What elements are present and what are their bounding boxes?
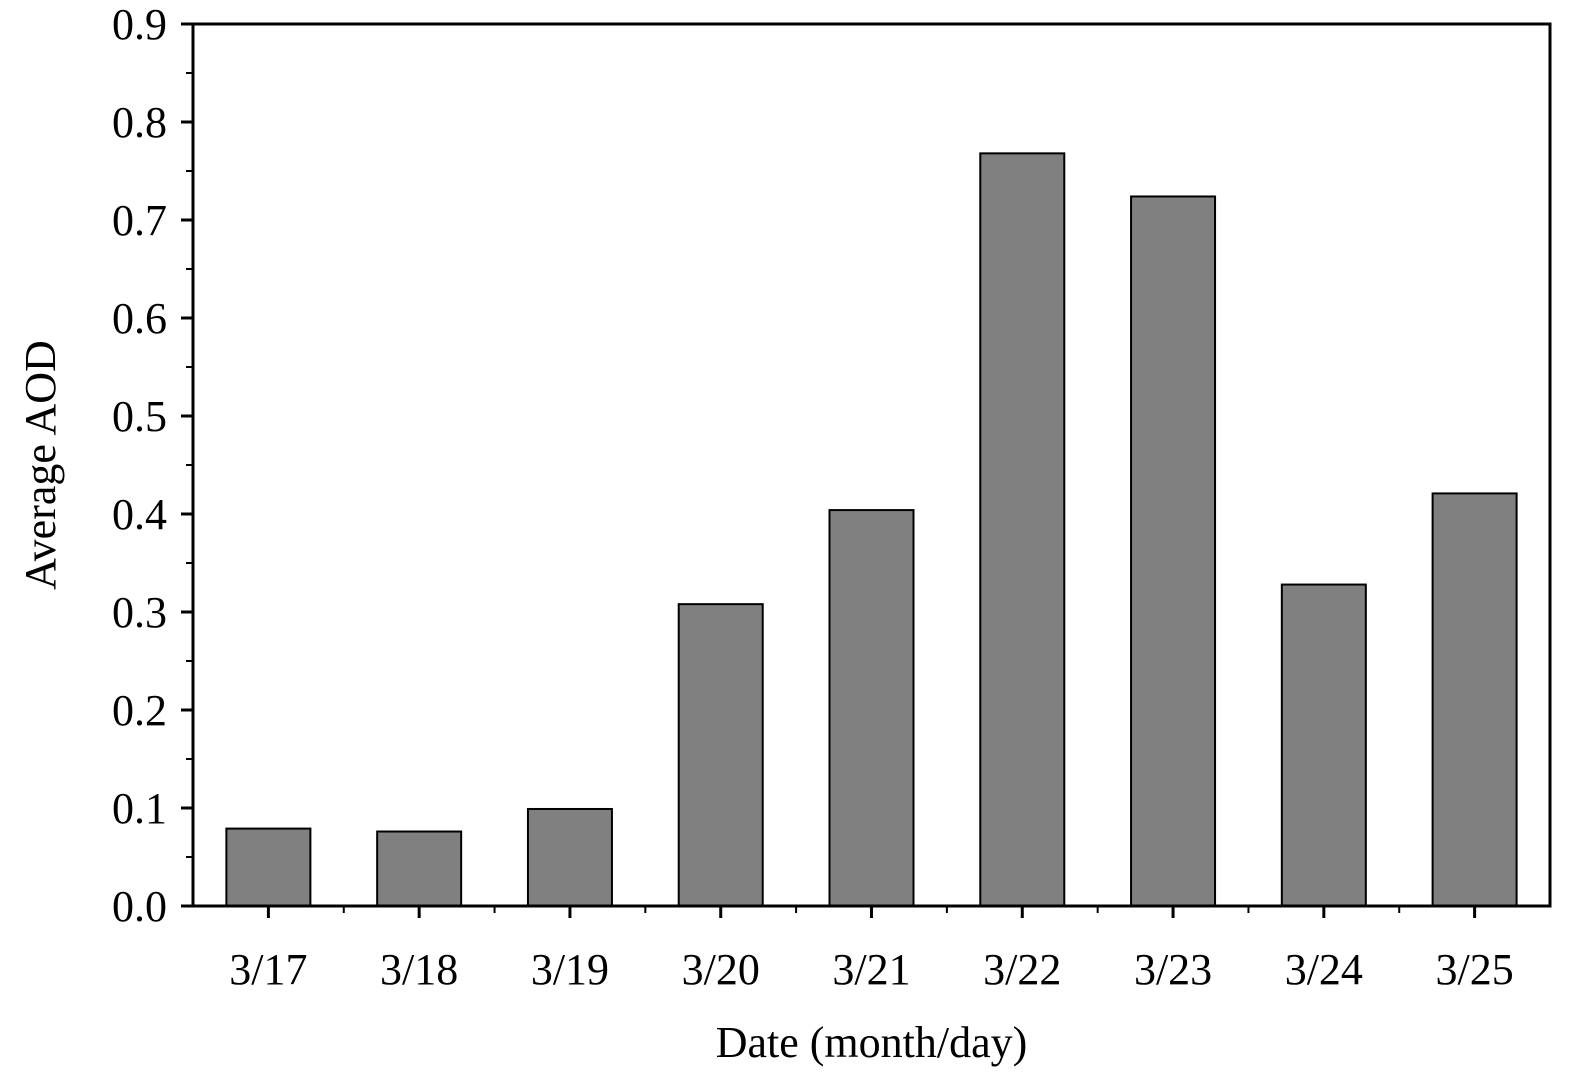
bar-3-25 [1431,492,1518,907]
x-tick-label: 3/24 [1285,945,1363,994]
x-tick-label: 3/21 [832,945,910,994]
y-tick-label: 0.7 [112,196,167,245]
plot-frame [191,22,1552,908]
bar-3-23 [1130,195,1217,908]
x-axis: 3/17 3/18 3/19 3/20 3/21 3/22 3/23 3/24 3/25 [229,906,1514,994]
y-tick-label: 0.8 [112,98,167,147]
y-tick-label: 0.2 [112,686,167,735]
y-tick-label: 0.1 [112,784,167,833]
x-tick-label: 3/22 [983,945,1061,994]
y-tick-label: 0.3 [112,588,167,637]
x-axis-title: Date (month/day) [716,1018,1028,1067]
y-tick-label: 0.5 [112,392,167,441]
y-axis: 0.0 0.1 0.2 0.3 0.4 0.5 0.6 0.7 0.8 0.9 [112,0,193,931]
y-tick-label: 0.6 [112,294,167,343]
bar-3-22 [979,152,1066,908]
x-tick-label: 3/18 [380,945,458,994]
y-tick-label: 0.0 [112,882,167,931]
bar-3-21 [828,509,915,907]
bar-3-18 [376,830,463,908]
x-tick-label: 3/20 [682,945,760,994]
x-tick-label: 3/23 [1134,945,1212,994]
bar-3-17 [225,827,312,908]
x-tick-label: 3/17 [229,945,307,994]
x-tick-label: 3/19 [531,945,609,994]
bar-3-19 [526,807,613,907]
y-tick-label: 0.9 [112,0,167,49]
y-tick-label: 0.4 [112,490,167,539]
y-axis-title: Average AOD [16,340,65,590]
bars-group [225,152,1518,908]
bar-3-24 [1280,583,1367,907]
bar-3-20 [677,603,764,907]
x-tick-label: 3/25 [1435,945,1513,994]
